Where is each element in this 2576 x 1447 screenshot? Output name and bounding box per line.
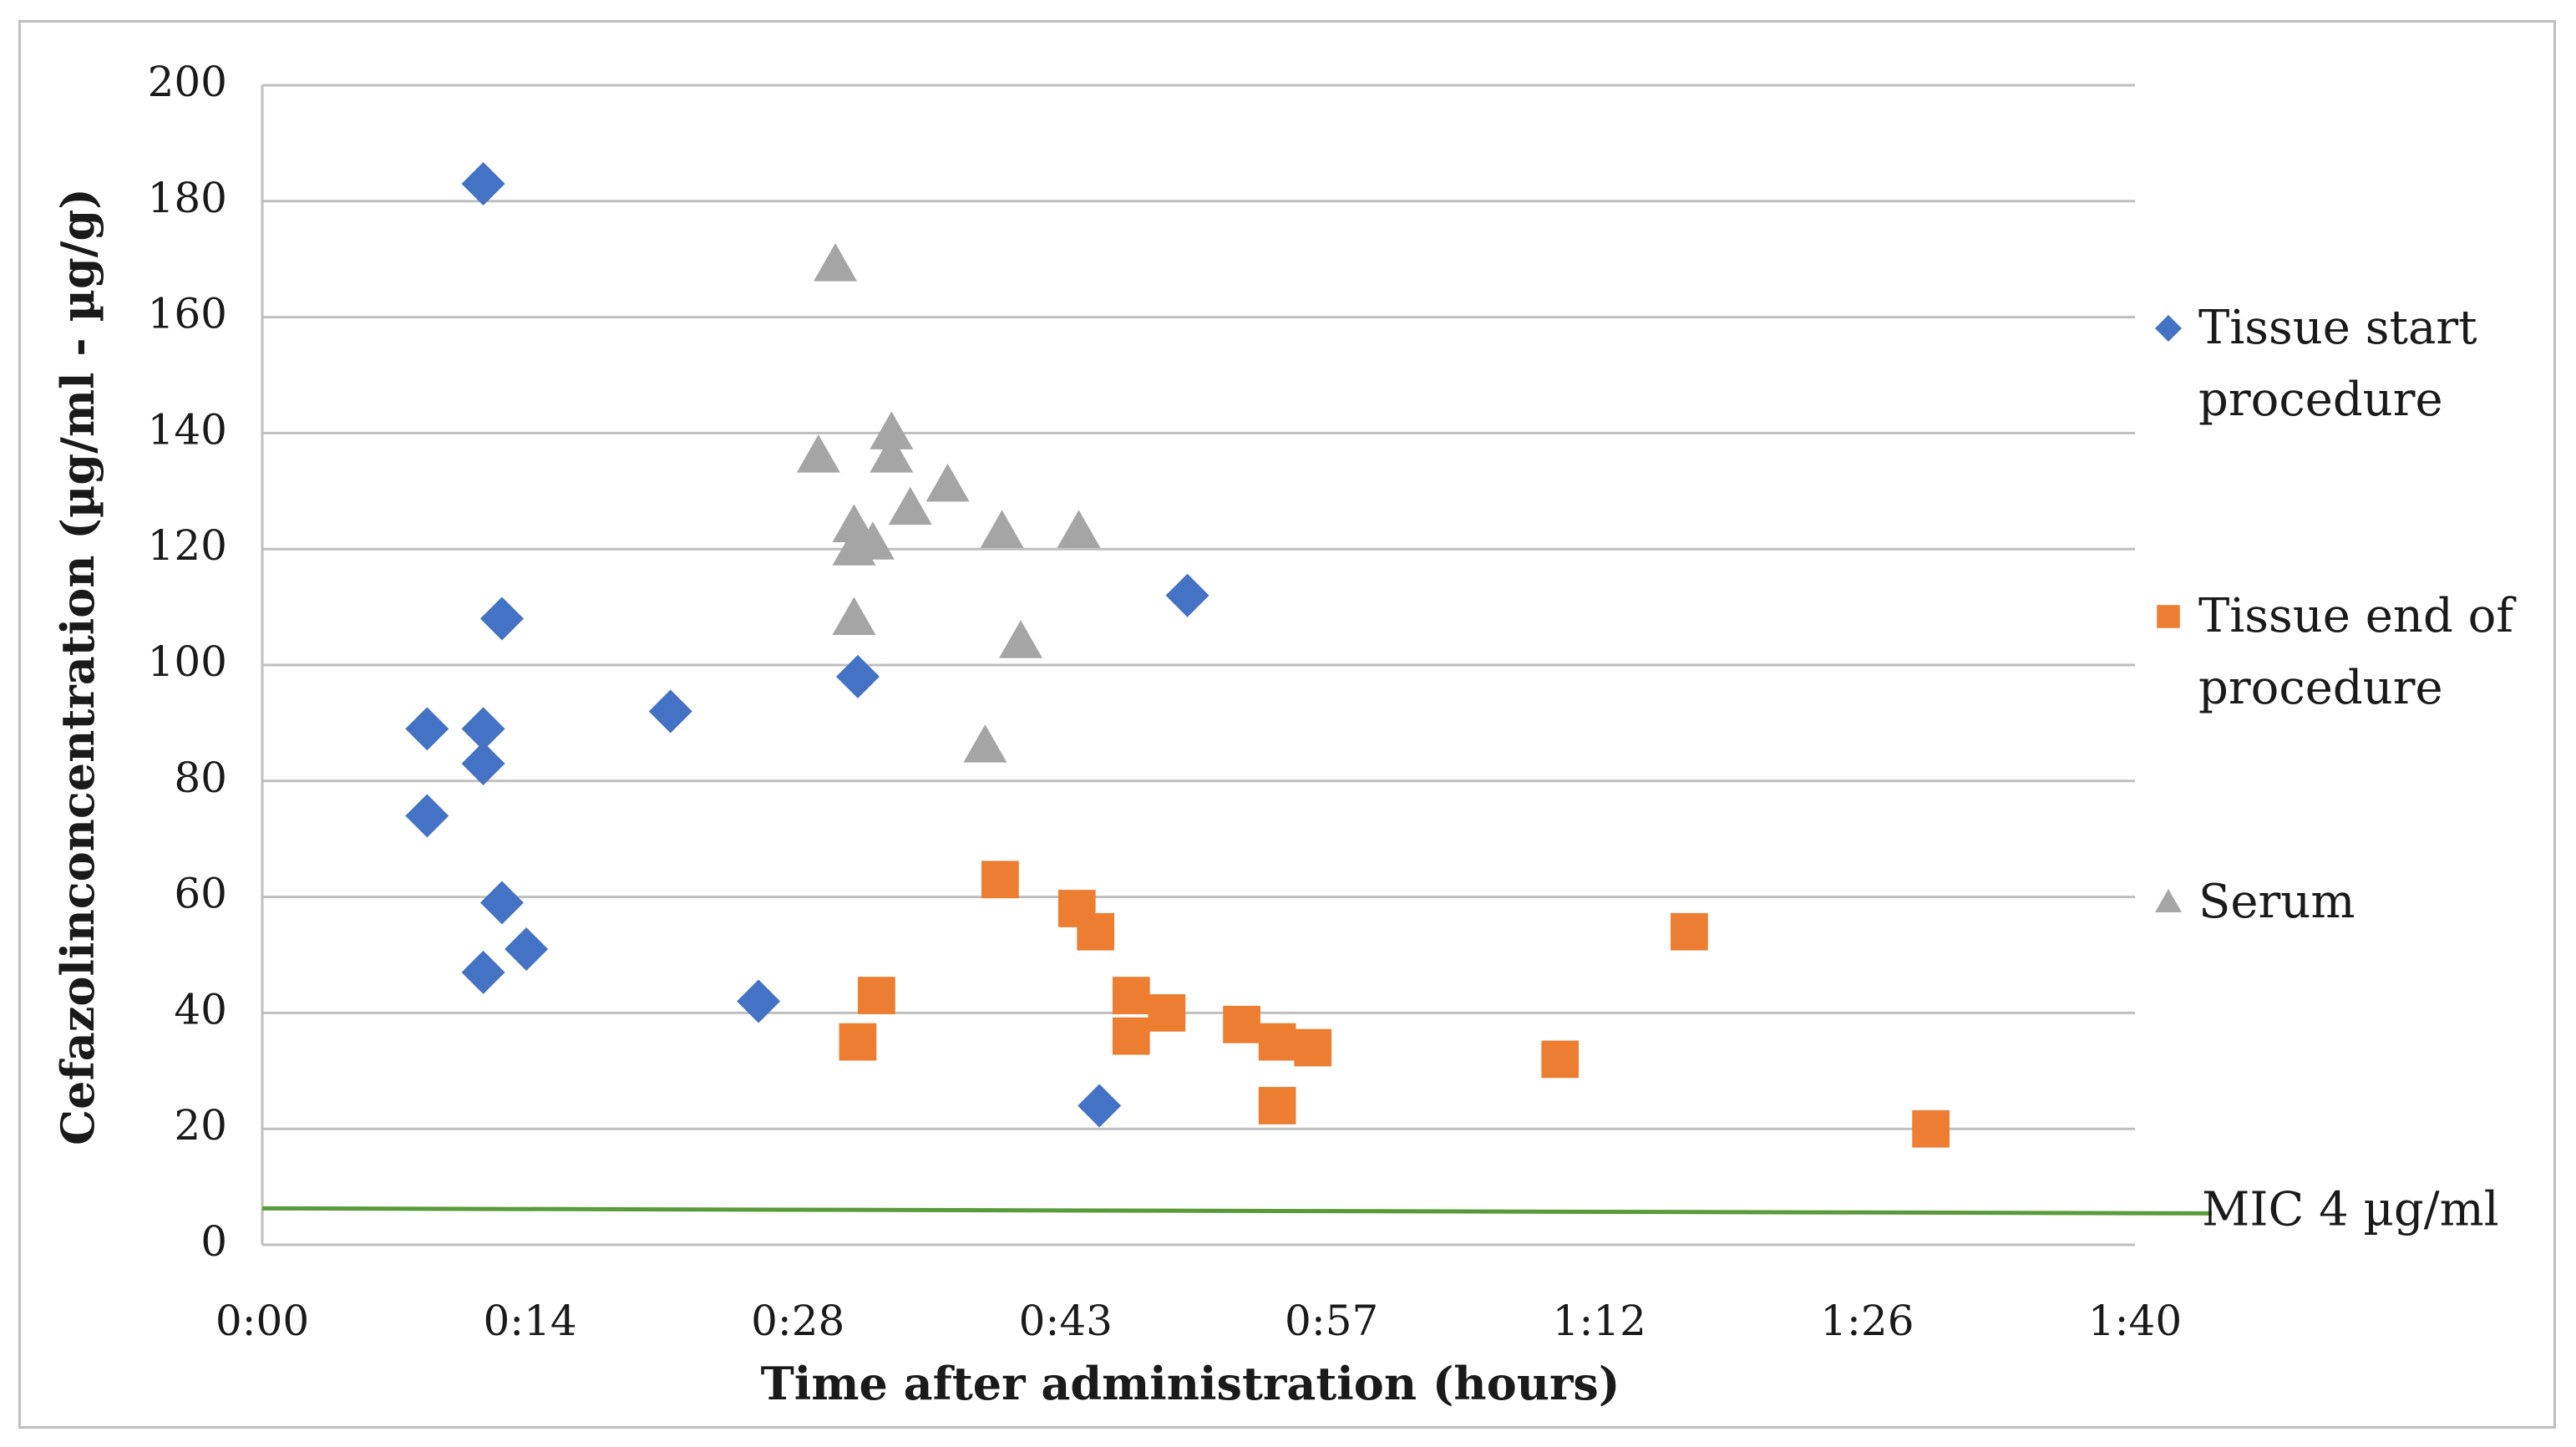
data-point — [461, 161, 505, 206]
data-point — [1057, 510, 1101, 548]
y-tick-label: 160 — [148, 290, 227, 338]
legend-marker — [2155, 315, 2182, 342]
legend-marker — [2155, 889, 2182, 912]
data-point — [1112, 1017, 1150, 1055]
data-point — [925, 463, 970, 502]
data-point — [405, 707, 449, 751]
series-tissue-start-procedure — [405, 161, 1209, 1128]
data-point — [870, 434, 914, 473]
data-point — [870, 411, 914, 449]
gridlines — [262, 84, 2135, 1246]
y-tick-label: 100 — [148, 637, 227, 686]
y-tick-label: 0 — [200, 1217, 227, 1266]
y-tick-label: 20 — [174, 1101, 227, 1150]
data-point — [796, 434, 840, 473]
x-tick-label: 0:57 — [1285, 1297, 1378, 1345]
data-points — [405, 161, 1950, 1148]
data-point — [1671, 912, 1708, 951]
data-point — [981, 861, 1019, 899]
x-tick-label: 0:43 — [1019, 1297, 1113, 1345]
x-tick-label: 1:26 — [1820, 1297, 1914, 1345]
x-axis-title: Time after administration (hours) — [761, 1357, 1620, 1410]
data-point — [461, 741, 505, 785]
y-tick-label: 80 — [174, 754, 227, 802]
y-tick-label: 60 — [174, 870, 227, 918]
legend-label: Tissue end of procedure — [2198, 589, 2517, 715]
reference-line-group: MIC 4 µg/ml — [261, 1182, 2499, 1236]
data-point — [814, 243, 858, 282]
data-point — [1148, 994, 1186, 1032]
data-point — [1112, 977, 1150, 1014]
x-tick-label: 0:00 — [216, 1297, 309, 1345]
x-tick-label: 1:12 — [1553, 1297, 1646, 1345]
y-tick-label: 40 — [174, 985, 227, 1033]
x-tick-labels: 0:00 0:14 0:28 0:43 0:57 1:12 1:26 1:40 — [216, 1297, 2182, 1345]
data-point — [461, 950, 505, 994]
series-tissue-end-of-procedure — [839, 861, 1950, 1148]
legend: Tissue start procedure Tissue end of proced… — [2155, 301, 2517, 929]
y-tick-label: 180 — [148, 174, 227, 222]
data-point — [858, 977, 895, 1014]
legend-item-tissue-start-procedure: Tissue start procedure — [2155, 301, 2477, 427]
x-tick-label: 1:40 — [2088, 1297, 2182, 1345]
data-point — [1258, 1087, 1296, 1125]
data-point — [980, 510, 1024, 548]
data-point — [835, 654, 880, 698]
data-point — [999, 620, 1043, 658]
x-tick-label: 0:28 — [751, 1297, 844, 1345]
data-point — [479, 881, 524, 925]
legend-label: Tissue start procedure — [2198, 301, 2477, 427]
data-point — [1165, 573, 1209, 617]
data-point — [737, 979, 781, 1023]
legend-marker — [2157, 605, 2180, 628]
data-point — [461, 707, 505, 751]
y-tick-label: 140 — [148, 405, 227, 454]
data-point — [888, 486, 932, 525]
series-serum — [796, 243, 1101, 763]
data-point — [405, 794, 449, 838]
mic-reference-label: MIC 4 µg/ml — [2202, 1182, 2499, 1236]
legend-label: Serum — [2198, 875, 2355, 929]
data-point — [1541, 1040, 1580, 1079]
data-point — [1223, 1005, 1260, 1043]
data-point — [1294, 1028, 1332, 1067]
y-tick-labels: 0 20 40 60 80 100 120 140 160 180 200 — [148, 58, 227, 1266]
x-tick-label: 0:14 — [483, 1297, 576, 1345]
legend-item-serum: Serum — [2155, 875, 2355, 929]
y-axis-title: Cefazolinconcentration (µg/ml - µg/g) — [51, 188, 104, 1145]
data-point — [648, 689, 692, 734]
data-point — [850, 521, 895, 560]
data-point — [1258, 1023, 1296, 1061]
legend-item-tissue-end-of-procedure: Tissue end of procedure — [2157, 589, 2517, 715]
data-point — [1077, 912, 1115, 951]
data-point — [479, 597, 524, 641]
data-point — [832, 504, 876, 542]
chart-frame — [18, 20, 2556, 1429]
data-point — [1078, 1084, 1122, 1128]
data-point — [839, 1023, 877, 1061]
data-point — [832, 597, 876, 635]
data-point — [963, 724, 1007, 763]
y-tick-label: 200 — [148, 58, 227, 106]
y-tick-label: 120 — [148, 521, 227, 570]
data-point — [505, 927, 549, 972]
mic-reference-line — [261, 1206, 2213, 1216]
data-point — [1912, 1109, 1950, 1148]
